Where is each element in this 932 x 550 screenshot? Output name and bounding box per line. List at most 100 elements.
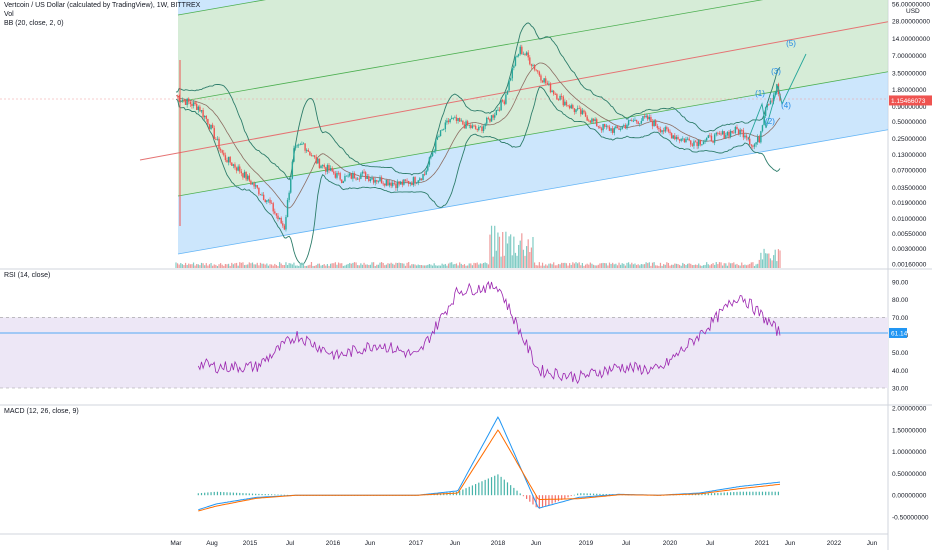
candle-body [315, 157, 317, 164]
volume-bar [202, 263, 204, 268]
volume-bar [529, 252, 531, 268]
candle-body [406, 180, 408, 182]
volume-bar [489, 234, 491, 268]
candle-body [651, 121, 654, 127]
rsi-tick: 40.00 [892, 368, 909, 375]
candle-body [514, 57, 517, 66]
volume-bar [597, 264, 599, 268]
volume-bar [551, 264, 553, 268]
volume-bar [183, 264, 185, 268]
candle-body [511, 67, 513, 79]
time-tick: Jun [365, 540, 376, 547]
volume-bar [683, 264, 685, 268]
volume-bar [624, 265, 627, 268]
volume-bar [704, 264, 706, 268]
volume-bar [680, 265, 682, 268]
candle-body [422, 173, 424, 181]
volume-bar [184, 262, 187, 268]
macd-histogram-bar [484, 479, 486, 496]
candle-body [460, 120, 462, 122]
volume-bar [717, 264, 719, 268]
volume-bar [175, 262, 177, 268]
candle-body [482, 126, 485, 132]
candle-body [380, 177, 383, 184]
volume-bar [342, 265, 344, 268]
volume-bar [326, 264, 328, 268]
candle-body [443, 129, 445, 130]
candle-body [537, 70, 539, 72]
volume-bar [487, 264, 489, 268]
candle-body [219, 148, 222, 151]
candle-body [696, 142, 698, 147]
volume-bar [204, 265, 206, 268]
volume-bar [443, 264, 445, 268]
volume-bar [416, 265, 418, 268]
candle-body [576, 108, 579, 110]
candle-body [661, 130, 663, 133]
volume-bar [621, 263, 623, 268]
macd-histogram-bar [226, 492, 228, 496]
volume-bar [210, 262, 212, 268]
candle-body [449, 118, 451, 123]
macd-histogram-bar [516, 490, 518, 496]
volume-bar [658, 265, 660, 268]
macd-histogram-bar [271, 494, 273, 496]
volume-bar [226, 264, 228, 268]
time-tick: Aug [206, 540, 218, 547]
candle-body [747, 137, 749, 139]
candle-body [176, 95, 179, 97]
macd-histogram-bar [513, 487, 515, 496]
volume-bar [234, 263, 236, 268]
macd-histogram-bar [768, 491, 770, 496]
macd-histogram-bar [758, 491, 760, 496]
candle-body [242, 173, 244, 178]
volume-bar [760, 252, 762, 268]
candle-body [465, 121, 467, 129]
volume-bar [737, 265, 740, 268]
volume-bar [709, 265, 711, 268]
macd-histogram-bar [698, 493, 700, 496]
volume-bar [729, 263, 732, 268]
candle-body [216, 138, 219, 140]
macd-tick: 0.00000000 [892, 493, 927, 500]
candle-body [307, 149, 309, 152]
volume-bar [392, 263, 394, 268]
volume-bar [545, 264, 547, 268]
volume-bar [728, 262, 730, 268]
candle-body [658, 127, 660, 130]
candle-body [180, 100, 182, 102]
candle-body [705, 137, 708, 141]
volume-bar [417, 264, 419, 268]
channel-line [177, 0, 764, 103]
volume-bar [427, 264, 429, 268]
volume-bar [192, 262, 195, 268]
candle-body [570, 105, 572, 109]
volume-bar [749, 263, 751, 268]
macd-histogram-bar [258, 493, 260, 496]
candle-body [568, 105, 571, 109]
volume-bar [377, 264, 379, 268]
candle-body [674, 135, 676, 140]
candle-body [755, 142, 757, 145]
candle-body [619, 128, 622, 130]
volume-bar [699, 265, 701, 268]
volume-bar [631, 262, 633, 268]
volume-bar [594, 265, 596, 268]
volume-bar [451, 262, 453, 268]
candle-body [535, 69, 537, 71]
macd-histogram-bar [526, 495, 528, 499]
price-tick: 0.07000000 [892, 168, 927, 175]
volume-bar [369, 264, 372, 268]
candle-body [500, 100, 502, 111]
candle-body [503, 101, 505, 104]
volume-bar [315, 265, 317, 268]
candle-body [208, 124, 211, 130]
candle-body [436, 137, 439, 140]
volume-bar [425, 265, 427, 268]
candle-body [502, 100, 504, 102]
volume-bar [659, 262, 662, 268]
volume-bar [672, 264, 674, 268]
candle-body [400, 181, 402, 185]
candle-body [702, 141, 705, 145]
